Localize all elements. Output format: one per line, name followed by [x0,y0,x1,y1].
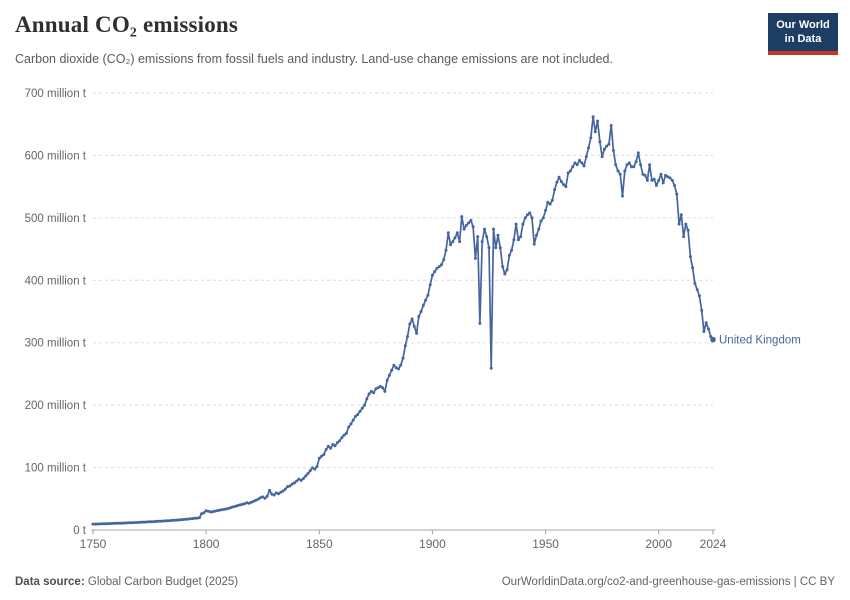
y-tick-label: 0 t [73,525,87,537]
footer-url[interactable]: OurWorldinData.org/co2-and-greenhouse-ga… [501,576,791,588]
y-tick-label: 400 million t [25,275,87,287]
x-tick-label: 1750 [80,537,107,551]
y-tick-label: 300 million t [25,338,87,350]
y-tick-label: 500 million t [25,213,87,225]
footer-license[interactable]: CC BY [799,576,835,588]
x-tick-label: 1800 [193,537,220,551]
chart-title: Annual CO₂ emissions [15,12,239,37]
owid-logo-line2: in Data [784,33,822,46]
y-tick-label: 600 million t [25,150,87,162]
y-tick-label: 100 million t [25,463,87,475]
data-source-value: Global Carbon Budget (2025) [87,576,239,588]
x-axis: 1750 1800 1850 1900 1950 2000 2024 [80,529,727,551]
chart-subtitle: Carbon dioxide (CO₂) emissions from foss… [15,52,613,66]
series-line-united-kingdom[interactable] [92,115,714,525]
series-point-markers [91,115,715,526]
x-tick-label: 1850 [306,537,333,551]
footer-data-source: Data source: Global Carbon Budget (2025) [15,576,238,588]
owid-logo[interactable]: Our World in Data [768,13,838,55]
x-tick-label: 2000 [645,537,672,551]
x-tick-label: 2024 [700,537,727,551]
y-tick-label: 700 million t [25,88,87,100]
x-tick-label: 1900 [419,537,446,551]
data-source-label: Data source: [15,576,85,588]
chart-footer: Data source: Global Carbon Budget (2025)… [15,576,835,588]
footer-separator: | [790,576,800,588]
footer-link: OurWorldinData.org/co2-and-greenhouse-ga… [502,576,835,588]
series-end-marker [710,336,716,343]
owid-logo-line1: Our World [776,19,830,31]
y-tick-label: 200 million t [25,400,87,412]
y-axis: 0 t 100 million t 200 million t 300 million… [25,88,713,537]
x-tick-label: 1950 [532,537,559,551]
entity-label[interactable]: United Kingdom [719,335,801,347]
